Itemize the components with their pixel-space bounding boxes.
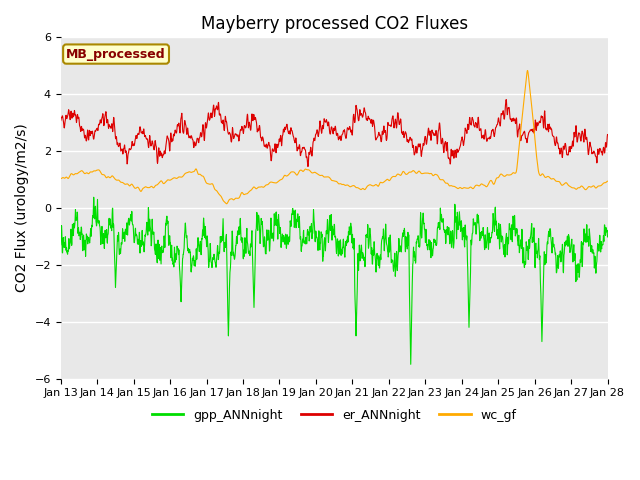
Text: MB_processed: MB_processed <box>67 48 166 60</box>
gpp_ANNnight <box>90 194 97 200</box>
wc_gf <box>350 183 358 189</box>
gpp_ANNnight <box>604 234 611 240</box>
wc_gf <box>57 176 65 181</box>
wc_gf <box>604 179 611 184</box>
er_ANNnight <box>571 134 579 140</box>
Line: gpp_ANNnight: gpp_ANNnight <box>61 197 607 364</box>
wc_gf <box>362 185 370 191</box>
gpp_ANNnight <box>362 232 370 238</box>
er_ANNnight <box>57 118 65 123</box>
Line: er_ANNnight: er_ANNnight <box>61 99 607 167</box>
Legend: gpp_ANNnight, er_ANNnight, wc_gf: gpp_ANNnight, er_ANNnight, wc_gf <box>147 404 522 427</box>
er_ANNnight <box>304 164 312 169</box>
gpp_ANNnight <box>493 227 501 233</box>
gpp_ANNnight <box>556 254 563 260</box>
Y-axis label: CO2 Flux (urology/m2/s): CO2 Flux (urology/m2/s) <box>15 123 29 292</box>
er_ANNnight <box>556 149 563 155</box>
gpp_ANNnight <box>57 242 65 248</box>
er_ANNnight <box>604 132 611 137</box>
wc_gf <box>571 186 579 192</box>
gpp_ANNnight <box>571 252 579 258</box>
wc_gf <box>209 182 217 188</box>
gpp_ANNnight <box>350 236 358 241</box>
wc_gf <box>524 68 531 73</box>
er_ANNnight <box>362 113 370 119</box>
Title: Mayberry processed CO2 Fluxes: Mayberry processed CO2 Fluxes <box>200 15 468 33</box>
gpp_ANNnight <box>407 361 415 367</box>
gpp_ANNnight <box>210 257 218 263</box>
er_ANNnight <box>209 105 217 110</box>
Line: wc_gf: wc_gf <box>61 71 607 204</box>
er_ANNnight <box>493 122 501 128</box>
wc_gf <box>493 175 501 180</box>
er_ANNnight <box>502 96 510 102</box>
er_ANNnight <box>350 114 358 120</box>
wc_gf <box>556 179 563 185</box>
wc_gf <box>223 201 230 206</box>
